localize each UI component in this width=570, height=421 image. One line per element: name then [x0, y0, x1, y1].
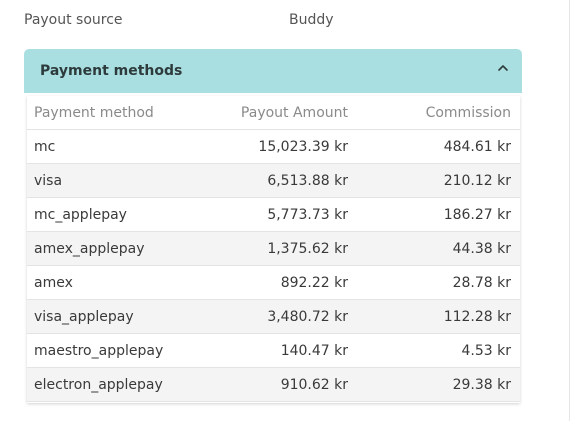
table-row: mc_applepay 5,773.73 kr 186.27 kr: [27, 198, 520, 232]
chevron-up-icon[interactable]: [496, 61, 510, 75]
payment-method-cell: mc: [34, 139, 56, 155]
column-header-commission: Commission: [425, 105, 511, 121]
payout-amount-cell: 892.22 kr: [280, 275, 348, 291]
table-row: amex 892.22 kr 28.78 kr: [27, 266, 520, 300]
table-row: visa_applepay 3,480.72 kr 112.28 kr: [27, 300, 520, 334]
table-row: amex_applepay 1,375.62 kr 44.38 kr: [27, 232, 520, 266]
payout-amount-cell: 5,773.73 kr: [267, 207, 348, 223]
column-header-payment-method: Payment method: [34, 105, 154, 121]
column-header-payout-amount: Payout Amount: [240, 105, 348, 121]
commission-cell: 484.61 kr: [443, 139, 511, 155]
table-row: mc 15,023.39 kr 484.61 kr: [27, 130, 520, 164]
panel-title: Payment methods: [40, 63, 183, 79]
payout-amount-cell: 3,480.72 kr: [267, 309, 348, 325]
payout-amount-cell: 6,513.88 kr: [267, 173, 348, 189]
payout-source-row: Payout source Buddy: [24, 12, 524, 32]
payout-amount-cell: 15,023.39 kr: [258, 139, 348, 155]
commission-cell: 112.28 kr: [443, 309, 511, 325]
commission-cell: 29.38 kr: [452, 377, 511, 393]
payment-method-cell: electron_applepay: [34, 377, 163, 393]
payment-methods-table: Payment method Payout Amount Commission …: [27, 96, 520, 403]
commission-cell: 4.53 kr: [461, 343, 512, 359]
payout-amount-cell: 1,375.62 kr: [267, 241, 348, 257]
payment-method-cell: amex_applepay: [34, 241, 145, 257]
table-row: maestro_applepay 140.47 kr 4.53 kr: [27, 334, 520, 368]
payout-amount-cell: 140.47 kr: [280, 343, 348, 359]
payout-source-label: Payout source: [24, 12, 123, 28]
commission-cell: 210.12 kr: [443, 173, 511, 189]
payout-source-value: Buddy: [289, 12, 334, 28]
payment-methods-panel-header[interactable]: Payment methods: [24, 49, 522, 93]
payment-method-cell: maestro_applepay: [34, 343, 164, 359]
table-row: electron_applepay 910.62 kr 29.38 kr: [27, 368, 520, 402]
table-header-row: Payment method Payout Amount Commission: [27, 96, 520, 130]
commission-cell: 44.38 kr: [452, 241, 511, 257]
payment-method-cell: amex: [34, 275, 73, 291]
payment-method-cell: visa: [34, 173, 63, 189]
commission-cell: 186.27 kr: [443, 207, 511, 223]
table-row: visa 6,513.88 kr 210.12 kr: [27, 164, 520, 198]
payout-amount-cell: 910.62 kr: [280, 377, 348, 393]
commission-cell: 28.78 kr: [452, 275, 511, 291]
payment-method-cell: mc_applepay: [34, 207, 127, 223]
payment-method-cell: visa_applepay: [34, 309, 134, 325]
